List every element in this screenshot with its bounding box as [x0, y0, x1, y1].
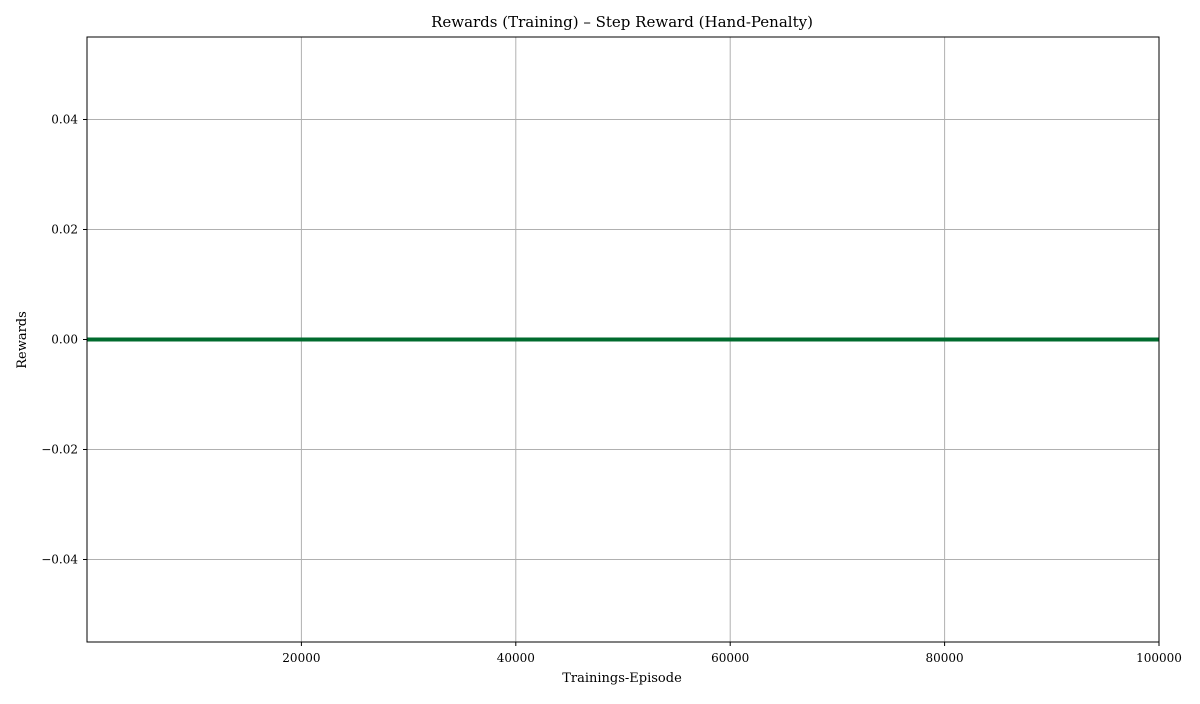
y-tick-label: 0.02 [51, 223, 78, 237]
x-tick-label: 60000 [711, 651, 749, 665]
x-tick-label: 80000 [926, 651, 964, 665]
x-axis-label: Trainings-Episode [562, 671, 682, 686]
y-tick-label: 0.00 [51, 333, 78, 347]
chart-title: Rewards (Training) – Step Reward (Hand-P… [431, 13, 813, 31]
y-tick-label: −0.02 [41, 443, 78, 457]
y-axis-label: Rewards [15, 311, 30, 369]
ticks: 20000 40000 60000 80000 100000 0.04 0.02 0.00 −0… [41, 113, 1182, 666]
x-tick-label: 100000 [1136, 651, 1182, 665]
x-tick-label: 40000 [497, 651, 535, 665]
x-tick-label: 20000 [282, 651, 320, 665]
y-tick-label: −0.04 [41, 553, 78, 567]
y-tick-label: 0.04 [51, 113, 78, 127]
